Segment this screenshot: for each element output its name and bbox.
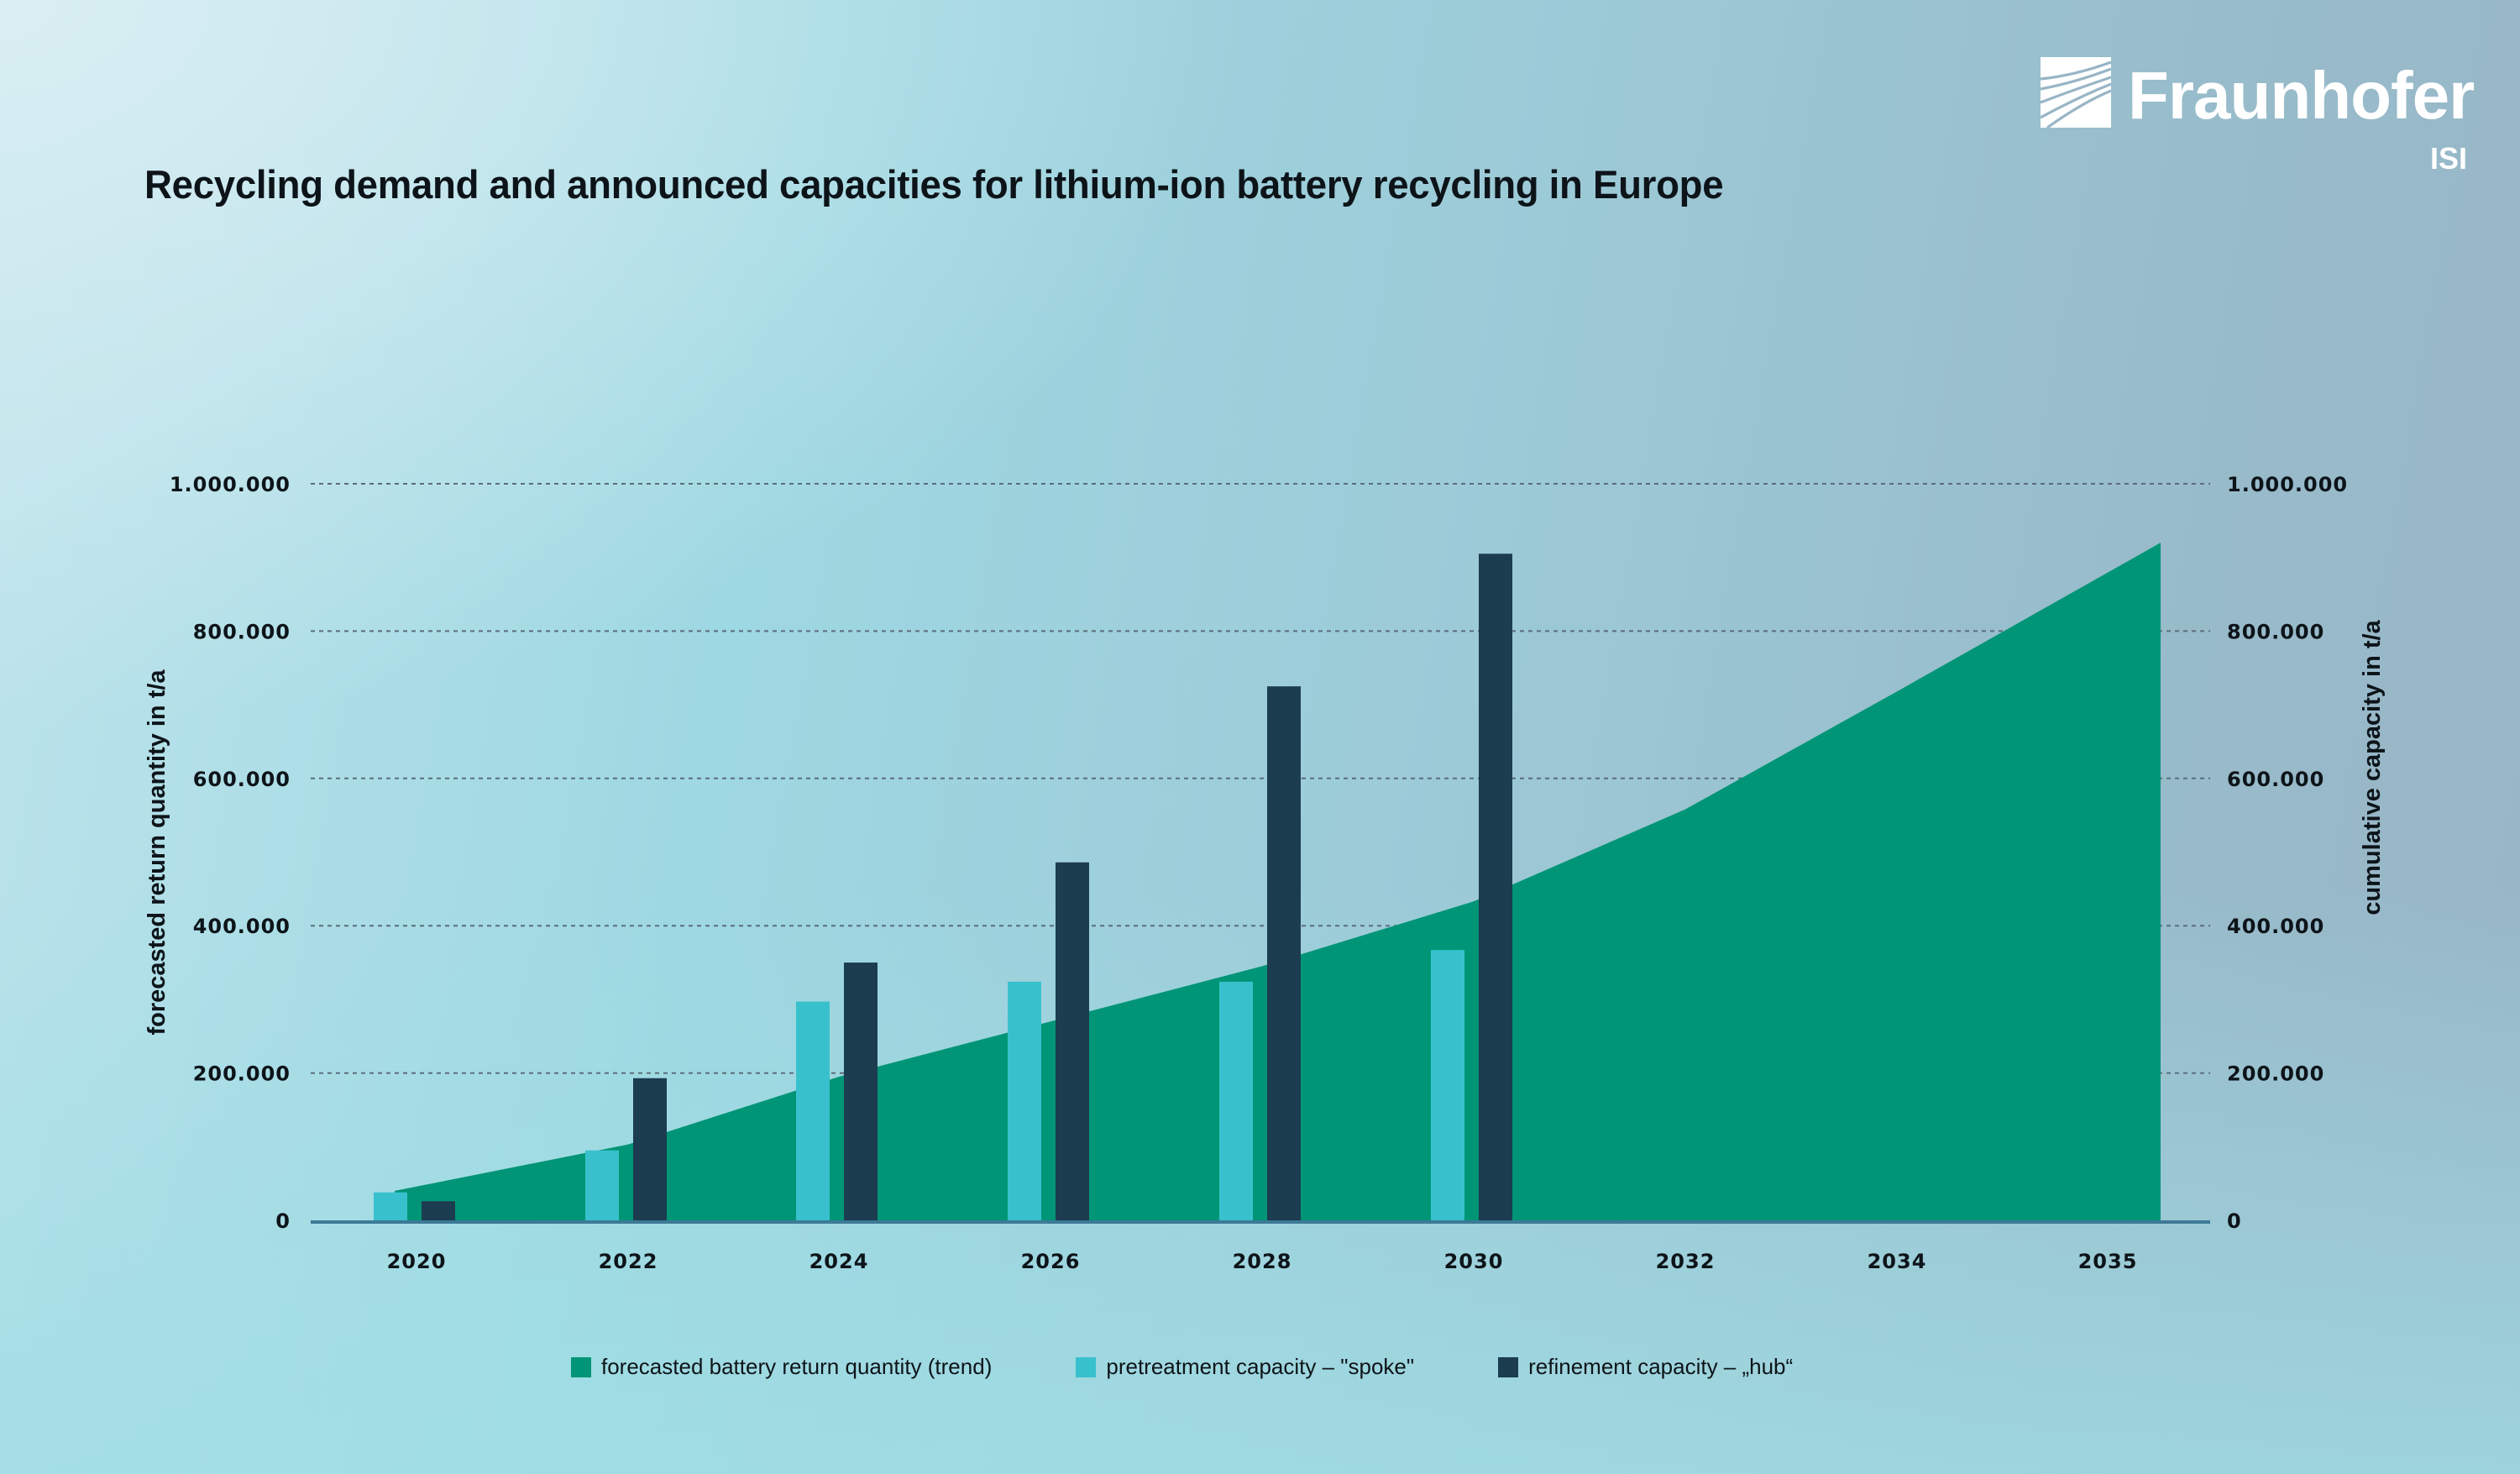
x-tick-label: 2035: [2078, 1250, 2138, 1273]
bar-spoke-2026: [1008, 981, 1041, 1220]
bar-spoke-2024: [796, 1001, 830, 1220]
bar-hub-2030: [1479, 553, 1512, 1220]
y-tick-label-right: 600.000: [2227, 768, 2324, 791]
y-tick-label-left: 800.000: [193, 620, 291, 643]
y-axis-label-left: forecasted return quantity in t/a: [144, 669, 170, 1036]
x-tick-label: 2034: [1868, 1250, 1927, 1273]
y-axis-label-right: cumulative capacity in t/a: [2359, 619, 2386, 915]
y-tick-label-right: 1.000.000: [2227, 473, 2348, 496]
bar-spoke-2030: [1431, 950, 1464, 1220]
legend-label-hub: refinement capacity – „hub“: [1528, 1354, 1794, 1379]
x-tick-label: 2020: [387, 1250, 447, 1273]
x-tick-label: 2022: [599, 1250, 658, 1273]
bar-spoke-2028: [1219, 981, 1253, 1220]
x-tick-label: 2032: [1656, 1250, 1716, 1273]
fraunhofer-logo-mark-icon: [2041, 57, 2111, 128]
y-tick-label-right: 0: [2227, 1209, 2242, 1233]
y-tick-label-left: 200.000: [193, 1062, 291, 1086]
legend-swatch-spoke: [1076, 1356, 1097, 1377]
legend-swatch-hub: [1498, 1356, 1519, 1377]
bar-hub-2024: [844, 963, 878, 1220]
legend-item-area: forecasted battery return quantity (tren…: [571, 1354, 992, 1380]
x-tick-label: 2028: [1233, 1250, 1292, 1273]
y-tick-label-left: 400.000: [193, 915, 291, 938]
fraunhofer-logo: Fraunhofer ISI: [2041, 57, 2477, 183]
legend: forecasted battery return quantity (tren…: [571, 1354, 1877, 1380]
x-tick-label: 2024: [809, 1250, 869, 1273]
logo-name: Fraunhofer: [2128, 58, 2475, 133]
legend-item-spoke: pretreatment capacity – "spoke": [1076, 1354, 1414, 1380]
bar-hub-2020: [422, 1201, 455, 1220]
x-tick-label: 2030: [1444, 1250, 1504, 1273]
y-tick-label-left: 600.000: [193, 768, 291, 791]
y-tick-label-left: 0: [275, 1209, 291, 1233]
bar-spoke-2022: [585, 1150, 619, 1220]
y-tick-label-right: 800.000: [2227, 620, 2324, 643]
legend-label-area: forecasted battery return quantity (tren…: [601, 1354, 993, 1379]
y-tick-label-right: 400.000: [2227, 915, 2324, 938]
area-forecast-return-quantity: [395, 543, 2161, 1220]
legend-swatch-area: [571, 1356, 591, 1377]
x-tick-label: 2026: [1021, 1250, 1081, 1273]
legend-item-hub: refinement capacity – „hub“: [1498, 1354, 1793, 1380]
bar-hub-2028: [1267, 686, 1301, 1220]
logo-sub: ISI: [2429, 141, 2467, 176]
chart-title: Recycling demand and announced capacitie…: [144, 162, 1724, 207]
y-tick-label-left: 1.000.000: [170, 473, 291, 496]
legend-label-spoke: pretreatment capacity – "spoke": [1106, 1354, 1415, 1379]
bar-spoke-2020: [374, 1192, 407, 1220]
bar-hub-2022: [633, 1078, 667, 1220]
y-tick-label-right: 200.000: [2227, 1062, 2324, 1086]
bar-hub-2026: [1056, 862, 1089, 1220]
